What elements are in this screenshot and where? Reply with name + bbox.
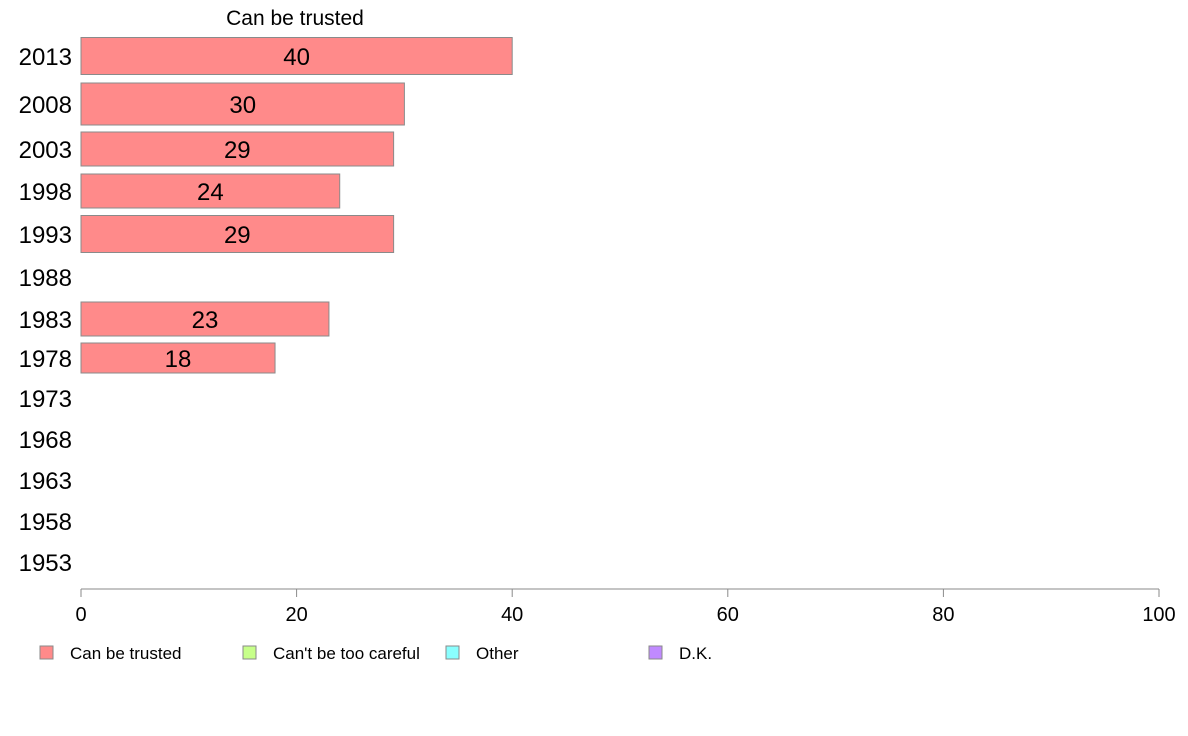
chart-title: Can be trusted	[226, 7, 364, 30]
category-label-1993: 1993	[19, 222, 72, 249]
category-label-1998: 1998	[19, 179, 72, 206]
x-tick-label-20: 20	[285, 604, 307, 626]
x-tick-label-60: 60	[717, 604, 739, 626]
bar-2013	[80, 37, 513, 75]
legend-label-2: Can't be too careful	[273, 644, 420, 663]
legend-label-4: D.K.	[679, 644, 712, 663]
category-label-2008: 2008	[19, 92, 72, 119]
legend-swatch-3	[445, 645, 460, 660]
data-label-2003: 29	[224, 137, 251, 164]
data-label-1983: 23	[192, 307, 219, 334]
bar-1983	[80, 301, 330, 337]
x-tick-label-0: 0	[75, 604, 86, 626]
bar-2003	[80, 131, 395, 167]
bars-layer	[80, 37, 513, 374]
bar-1998	[80, 173, 341, 209]
category-label-1953: 1953	[19, 550, 72, 577]
data-label-1993: 29	[224, 222, 251, 249]
legend-swatch-2	[242, 645, 257, 660]
category-label-2013: 2013	[19, 44, 72, 71]
category-label-1973: 1973	[19, 386, 72, 413]
bar-1978	[80, 342, 276, 374]
x-tick-label-100: 100	[1142, 604, 1175, 626]
category-label-1983: 1983	[19, 307, 72, 334]
data-label-2008: 30	[229, 92, 256, 119]
bar-2008	[80, 82, 405, 126]
bar-1993	[80, 215, 395, 253]
x-tick-label-40: 40	[501, 604, 523, 626]
data-label-2013: 40	[283, 44, 310, 71]
category-label-1968: 1968	[19, 427, 72, 454]
data-label-1998: 24	[197, 179, 224, 206]
legend: Can be trusted Can't be too careful Other D…	[39, 644, 712, 663]
x-axis: 0 20 40 60 80 100	[75, 588, 1176, 626]
category-label-1958: 1958	[19, 509, 72, 536]
legend-swatch-1	[39, 645, 54, 660]
category-label-1988: 1988	[19, 265, 72, 292]
legend-swatch-4	[648, 645, 663, 660]
x-tick-label-80: 80	[932, 604, 954, 626]
category-label-2003: 2003	[19, 137, 72, 164]
legend-label-3: Other	[476, 644, 519, 663]
legend-label-1: Can be trusted	[70, 644, 182, 663]
category-label-1963: 1963	[19, 468, 72, 495]
category-label-1978: 1978	[19, 346, 72, 373]
data-label-1978: 18	[165, 346, 192, 373]
category-labels-layer: 2013 2008 2003 1998 1993 1988 1983 1978 1973 1968…	[19, 44, 72, 577]
